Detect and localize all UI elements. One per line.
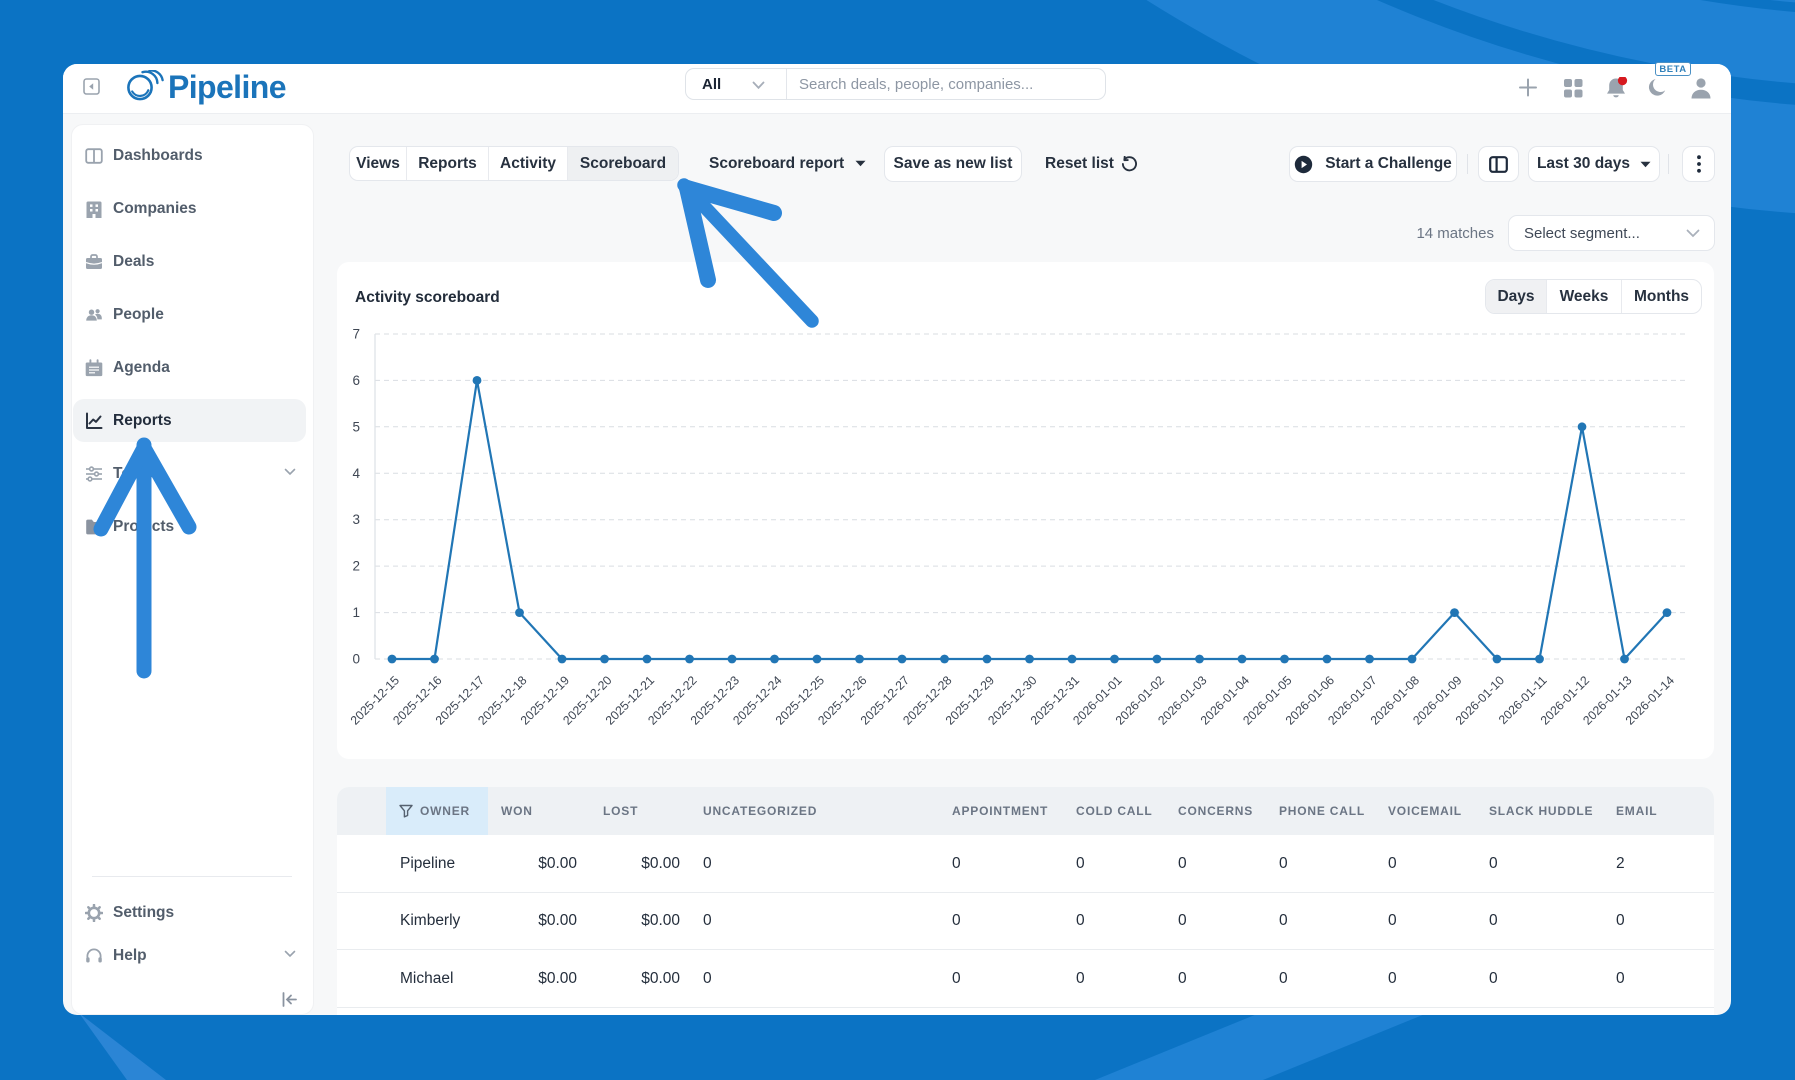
svg-text:0: 0 [352, 652, 360, 667]
svg-text:6: 6 [352, 373, 360, 388]
svg-text:7: 7 [352, 327, 360, 342]
svg-text:1: 1 [352, 605, 360, 620]
svg-text:3: 3 [352, 512, 360, 527]
svg-text:2: 2 [352, 559, 360, 574]
svg-text:4: 4 [352, 466, 360, 481]
svg-text:5: 5 [352, 419, 360, 434]
